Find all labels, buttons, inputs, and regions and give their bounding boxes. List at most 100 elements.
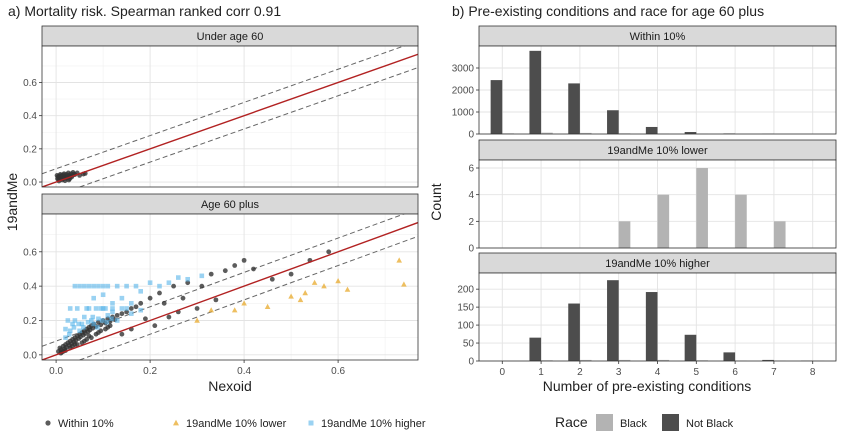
scatter-point [138,288,143,294]
scatter-point [138,300,144,306]
panel-border [41,45,419,188]
scatter-x-axis-label: Nexoid [208,378,252,394]
scatter-point [171,283,177,289]
bar-not-black [762,359,774,361]
scatter-panel: Age 60 plus 0.0 0.2 0.4 0.6 [23,193,419,361]
scatter-point [84,306,89,311]
panel-border [478,159,837,249]
scatter-point [114,283,120,289]
scatter-point [185,276,190,282]
bar-legend-title: Race [555,414,588,430]
scatter-point [335,277,341,284]
y-tick-label: 0.0 [23,178,37,189]
scatter-point [77,283,82,289]
scatter-point [98,306,104,311]
scatter-point [71,325,77,330]
bar-not-black [607,280,619,361]
legend-key [662,414,679,431]
scatter-point [76,321,81,327]
x-tick-label: 3 [616,367,622,378]
scatter-point [100,292,106,298]
bar-black [618,221,631,248]
scatter-point [114,312,120,318]
scatter-point [208,271,214,277]
scatter-point [152,323,158,329]
x-tick-label: 5 [694,367,700,378]
y-tick-label: 0.2 [23,316,37,327]
x-tick-label: 2 [577,367,583,378]
y-tick-label: 2 [468,217,474,228]
grid [42,46,418,187]
y-tick-label: 0.4 [23,111,37,122]
legend-key [596,414,613,431]
y-tick-label: 3000 [452,64,475,75]
bar-black [735,194,747,248]
legend-label: 19andMe 10% higher [321,418,426,430]
scatter-point [105,283,111,289]
scatter-point [311,279,318,285]
bar-not-black [568,303,580,361]
scatter-point [194,306,200,311]
bar-legend-item: Not Black [662,414,734,431]
panel-strip-label: Under age 60 [197,31,264,43]
legend-key [45,420,51,426]
plot-area [42,46,418,187]
scatter-point [119,306,125,311]
y-tick-label: 150 [457,303,474,314]
bar-not-black [529,50,542,135]
scatter-point [57,345,63,351]
panel-strip-label: 19andMe 10% higher [605,258,710,270]
scatter-point [326,249,332,255]
bar-panel: 19andMe 10% higher 0 50 100 150 200 [457,252,837,368]
scatter-point [143,316,148,322]
scatter-legend: Within 10% 19andMe 10% lower 19andMe 10% h… [45,418,426,430]
scatter-point [199,273,205,279]
y-tick-label: 6 [468,164,474,175]
scatter-point [176,275,181,280]
legend-label: Within 10% [58,418,114,430]
panel-strip-label: 19andMe 10% lower [607,145,708,157]
scatter-point [63,335,68,340]
scatter-point [129,311,134,316]
scatter-point [91,321,96,327]
scatter-point [251,266,256,272]
scatter-point [166,280,172,286]
scatter-point [147,280,153,286]
bar-black [657,359,670,361]
x-tick-label: 0 [500,367,506,378]
scatter-point [288,293,294,299]
scatter-point [67,328,73,334]
scatter-y-axis-label: 19andMe [4,173,20,232]
legend-label: Black [620,418,647,430]
scatter-point [91,283,96,289]
x-tick-label: 0.2 [143,366,157,377]
legend-label: Not Black [686,418,734,430]
scatter-legend-item: 19andMe 10% higher [308,418,426,430]
y-tick-label: 1000 [452,108,475,119]
scatter-point [133,283,139,289]
grid [42,214,418,360]
bar-panel: 19andMe 10% lower 0 2 4 6 [468,139,837,255]
scatter-point [119,295,125,301]
bar-not-black [607,110,619,134]
scatter-point [119,331,125,337]
panel-background [42,46,418,187]
scatter-point [77,328,82,334]
scatter-point [74,342,80,347]
y-tick-label: 50 [463,339,475,350]
scatter-point [79,340,85,346]
bar-not-black [645,292,658,361]
scatter-point [241,300,247,306]
scatter-point [65,318,71,323]
bar-legend-item: Black [596,414,647,431]
scatter-point [110,301,115,306]
x-tick-label: 0.6 [331,366,345,377]
bar-not-black [645,126,658,134]
y-tick-label: 0.0 [23,350,37,361]
scatter-point [269,276,275,282]
scatter-point [133,304,139,310]
legend-key [308,420,314,426]
scatter-point [138,307,143,313]
lower-band-line [78,67,418,187]
